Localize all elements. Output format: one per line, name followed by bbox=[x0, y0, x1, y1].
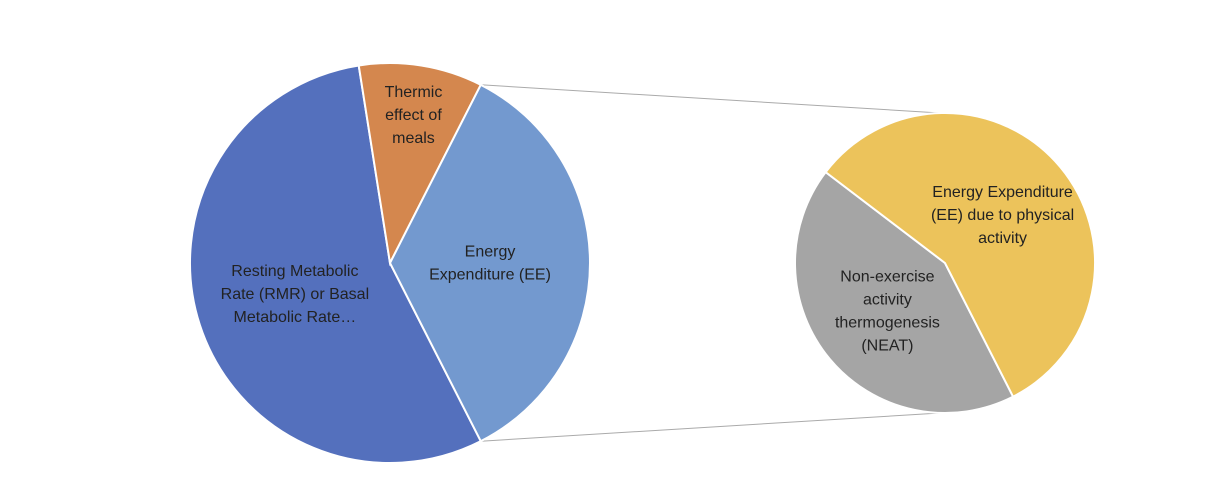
connector-line bbox=[480, 412, 941, 442]
slice-label: Energy Expenditure (EE) bbox=[429, 244, 551, 284]
pie-slice bbox=[189, 64, 483, 464]
connector-line bbox=[480, 84, 941, 114]
pie-slice bbox=[794, 170, 1015, 415]
pie-slice bbox=[824, 112, 1096, 398]
slice-label: Thermic effect of meals bbox=[385, 84, 443, 147]
pie-slice bbox=[388, 83, 591, 443]
pie-slice bbox=[357, 62, 483, 267]
slice-label: Resting Metabolic Rate (RMR) or Basal Meta… bbox=[221, 263, 369, 326]
slice-label: Energy Expenditure (EE) due to physical ac… bbox=[931, 184, 1074, 247]
slice-label: Non-exercise activity thermogenesis (NEAT) bbox=[835, 269, 940, 355]
